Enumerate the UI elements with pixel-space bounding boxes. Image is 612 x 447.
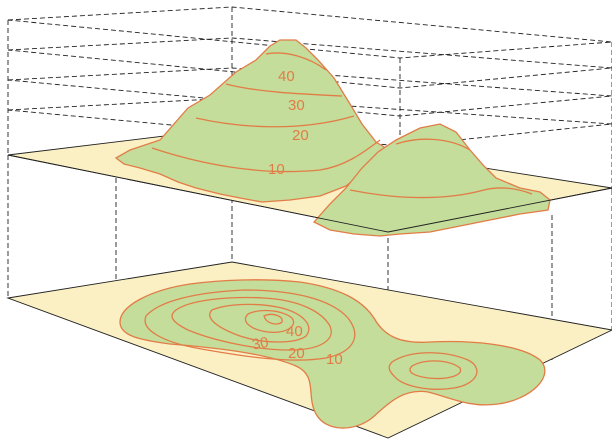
- secondary-peak: [312, 123, 551, 237]
- contour-30-main: [225, 83, 343, 97]
- map-contour-40: [244, 309, 295, 333]
- terrain-relief: 40 30 20 10: [114, 39, 551, 237]
- contour-40-main: [265, 52, 327, 71]
- map-contour-summit: [263, 313, 283, 325]
- terrain-label-30: 30: [288, 97, 305, 114]
- terrain-plane-front-edge: [7, 154, 389, 233]
- contour-10-main: [151, 139, 381, 173]
- map-contour-20: [171, 296, 332, 351]
- terrain-label-40: 40: [278, 68, 295, 85]
- contour-map: 40 30 20 10: [119, 279, 546, 429]
- map-label-20: 20: [288, 345, 305, 362]
- map-contour-secondary-inner: [409, 360, 462, 380]
- map-contour-10: [144, 289, 356, 361]
- contour-10-secondary: [349, 187, 533, 199]
- map-contour-30: [209, 303, 310, 343]
- main-peak: [114, 39, 394, 203]
- contour-20-secondary: [395, 138, 471, 151]
- terrain-label-20: 20: [292, 127, 309, 144]
- terrain-label-10: 10: [268, 161, 285, 178]
- map-label-10: 10: [326, 351, 343, 368]
- contour-20-main: [195, 115, 355, 128]
- map-contour-secondary-outer: [388, 352, 478, 390]
- map-label-30: 30: [251, 334, 270, 354]
- grid-plane-top: [7, 6, 612, 59]
- map-land-outline: [119, 279, 546, 429]
- terrain-plane-right-edge: [387, 187, 612, 233]
- map-label-40: 40: [286, 323, 303, 340]
